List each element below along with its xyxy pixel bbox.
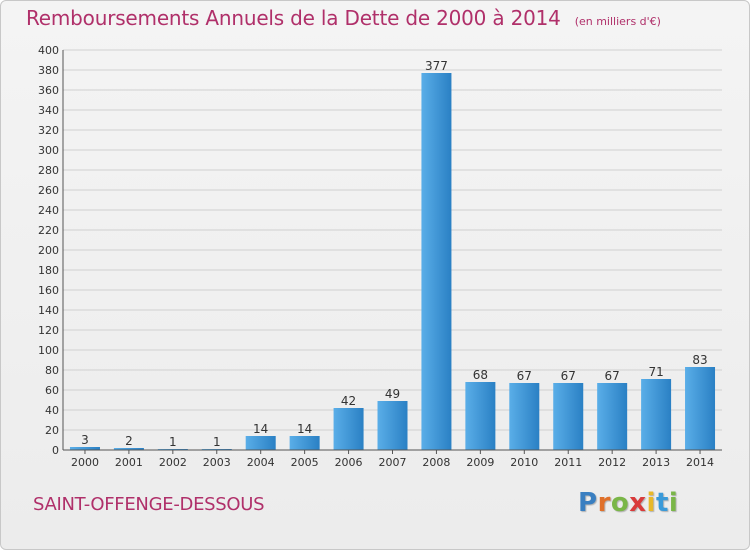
data-label: 1 xyxy=(213,435,221,449)
y-tick-label: 40 xyxy=(45,404,59,417)
logo-letter: o xyxy=(610,488,630,518)
bar xyxy=(641,379,672,450)
data-label: 14 xyxy=(253,422,268,436)
logo-letter: x xyxy=(629,488,647,518)
y-tick-label: 80 xyxy=(45,364,59,377)
bar xyxy=(553,383,584,450)
y-tick-label: 320 xyxy=(38,124,59,137)
logo-letter: r xyxy=(597,488,611,518)
x-tick-label: 2009 xyxy=(466,456,494,469)
x-tick-label: 2008 xyxy=(422,456,450,469)
bars: 3 2 1 1 14 14 42 49 377 68 67 67 67 71 83 xyxy=(69,59,716,450)
y-tick-label: 120 xyxy=(38,324,59,337)
y-tick-label: 360 xyxy=(38,84,59,97)
data-label: 42 xyxy=(341,394,356,408)
logo-letter: i xyxy=(646,488,656,518)
axes: 0 20 40 60 80 100 120 140 160 180 200 220 240 260 280 3… xyxy=(38,44,722,469)
y-tick-label: 0 xyxy=(52,444,59,457)
bar xyxy=(421,73,452,450)
x-tick-label: 2001 xyxy=(115,456,143,469)
x-tick-label: 2014 xyxy=(686,456,714,469)
y-tick-label: 260 xyxy=(38,184,59,197)
y-tick-label: 300 xyxy=(38,144,59,157)
y-tick-label: 380 xyxy=(38,64,59,77)
proxiti-logo: Proxiti xyxy=(578,488,678,518)
commune-name: SAINT-OFFENGE-DESSOUS xyxy=(33,494,265,515)
x-tick-label: 2006 xyxy=(335,456,363,469)
x-tick-label: 2011 xyxy=(554,456,582,469)
grid-lines xyxy=(63,49,722,451)
data-label: 83 xyxy=(692,353,707,367)
y-tick-label: 160 xyxy=(38,284,59,297)
data-label: 67 xyxy=(605,369,620,383)
data-label: 67 xyxy=(561,369,576,383)
x-tick-label: 2004 xyxy=(247,456,275,469)
data-label: 14 xyxy=(297,422,312,436)
chart-title: Remboursements Annuels de la Dette de 20… xyxy=(26,6,561,30)
data-label: 377 xyxy=(425,59,448,73)
data-label: 68 xyxy=(473,368,488,382)
y-tick-label: 340 xyxy=(38,104,59,117)
y-tick-label: 200 xyxy=(38,244,59,257)
y-tick-label: 240 xyxy=(38,204,59,217)
bar xyxy=(377,401,408,450)
logo-letter: i xyxy=(668,488,679,518)
bar xyxy=(597,383,628,450)
bar xyxy=(245,436,276,450)
y-tick-label: 180 xyxy=(38,264,59,277)
logo-letter: P xyxy=(578,488,598,518)
y-tick-label: 220 xyxy=(38,224,59,237)
y-tick-label: 60 xyxy=(45,384,59,397)
bar xyxy=(113,448,144,450)
x-tick-label: 2010 xyxy=(510,456,538,469)
y-tick-label: 400 xyxy=(38,44,59,57)
chart-unit: (en milliers d'€) xyxy=(574,15,661,28)
data-label: 49 xyxy=(385,387,400,401)
data-label: 2 xyxy=(125,434,133,448)
y-tick-label: 280 xyxy=(38,164,59,177)
x-tick-label: 2012 xyxy=(598,456,626,469)
x-tick-label: 2002 xyxy=(159,456,187,469)
data-label: 3 xyxy=(81,433,89,447)
logo-letter: t xyxy=(655,488,669,518)
y-tick-label: 20 xyxy=(45,424,59,437)
x-tick-label: 2005 xyxy=(291,456,319,469)
bar xyxy=(69,447,100,450)
data-label: 71 xyxy=(648,365,663,379)
bar xyxy=(509,383,540,450)
data-label: 67 xyxy=(517,369,532,383)
bar xyxy=(685,367,716,450)
bar xyxy=(289,436,320,450)
bar xyxy=(333,408,364,450)
y-tick-label: 100 xyxy=(38,344,59,357)
x-tick-label: 2003 xyxy=(203,456,231,469)
data-label: 1 xyxy=(169,435,177,449)
chart-title-row: Remboursements Annuels de la Dette de 20… xyxy=(26,6,661,30)
y-tick-label: 140 xyxy=(38,304,59,317)
x-tick-label: 2013 xyxy=(642,456,670,469)
x-tick-label: 2007 xyxy=(379,456,407,469)
x-tick-label: 2000 xyxy=(71,456,99,469)
bar xyxy=(465,382,496,450)
